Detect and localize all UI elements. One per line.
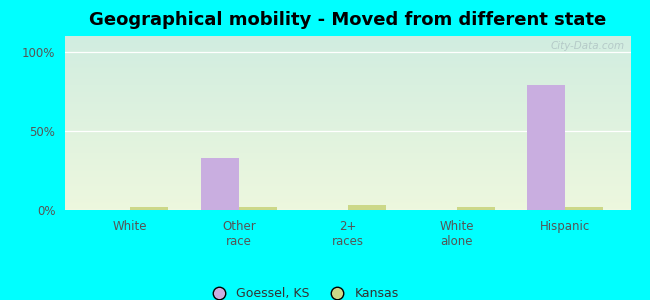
Bar xyxy=(201,158,239,210)
Bar xyxy=(348,205,386,210)
Legend: Goessel, KS, Kansas: Goessel, KS, Kansas xyxy=(201,282,404,300)
Text: City-Data.com: City-Data.com xyxy=(551,41,625,51)
Bar xyxy=(566,207,603,210)
Bar xyxy=(130,207,168,210)
Bar xyxy=(527,85,566,210)
Title: Geographical mobility - Moved from different state: Geographical mobility - Moved from diffe… xyxy=(89,11,606,29)
Bar xyxy=(456,207,495,210)
Bar xyxy=(239,207,277,210)
